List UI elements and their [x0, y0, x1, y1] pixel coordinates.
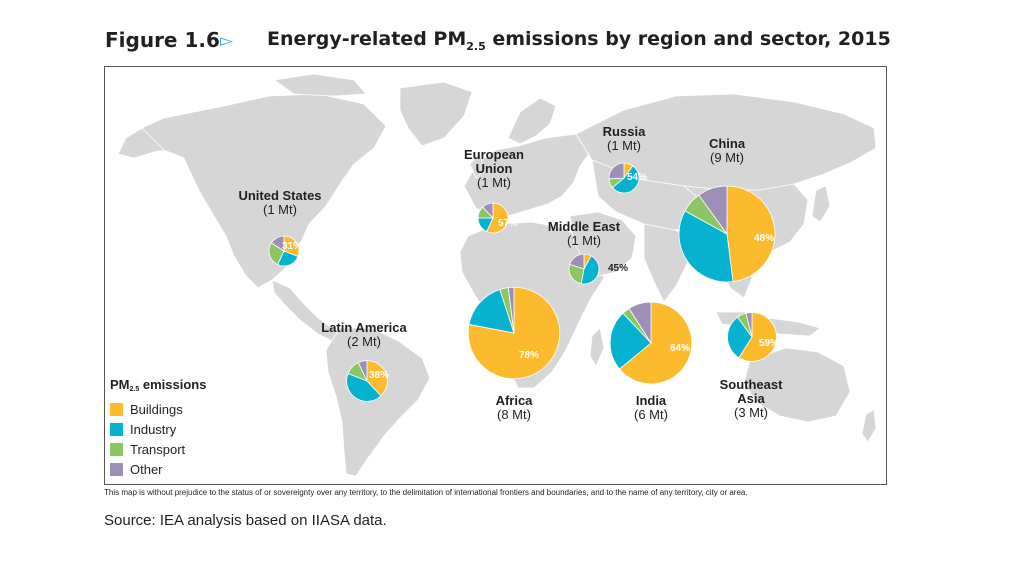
pie-percent-label-russia: 54% [627, 172, 647, 183]
legend-swatch-industry [110, 423, 123, 436]
title-subscript: 2.5 [466, 39, 486, 53]
region-name-china: China [709, 136, 746, 151]
australia-shape [743, 347, 851, 423]
alaska-shape [117, 127, 165, 159]
region-name-india: India [636, 393, 667, 408]
pie-charts-layer: 31%United States(1 Mt)57%EuropeanUnion(1… [238, 124, 783, 422]
pie-slice-latin-america-other [357, 360, 368, 382]
uk-shape [469, 153, 485, 179]
pie-slice-united-states-other [270, 235, 285, 252]
legend-label-industry: Industry [130, 422, 177, 437]
pie-slice-india-industry [609, 312, 652, 370]
pie-slice-european-union-buildings [486, 202, 509, 234]
pie-slice-china-other [698, 185, 728, 236]
region-total-china: (9 Mt) [710, 150, 744, 165]
region-name-united-states: United States [238, 188, 321, 203]
pie-percent-label-china: 48% [754, 233, 774, 244]
legend-title-part-2: emissions [139, 377, 206, 392]
new-zealand-shape [861, 409, 877, 443]
legend-label-other: Other [130, 462, 163, 477]
pie-united-states: 31% United States(1 Mt) [238, 188, 322, 267]
region-total-india: (6 Mt) [634, 407, 668, 422]
region-total-russia: (1 Mt) [607, 138, 641, 153]
pie-percent-label-european-union: 57% [498, 218, 518, 229]
greenland-shape [399, 81, 473, 147]
legend-title-subscript: 2.5 [130, 386, 140, 393]
region-total-africa: (8 Mt) [497, 407, 531, 422]
chart-title: Energy-related PM2.5 emissions by region… [267, 28, 891, 53]
pie-percent-label-latin-america: 38% [369, 370, 389, 381]
figure-label: Figure 1.6 [105, 28, 220, 52]
pie-slice-latin-america-industry [346, 372, 382, 402]
region-total-latin-america: (2 Mt) [347, 334, 381, 349]
region-total-southeast-asia: (3 Mt) [734, 405, 768, 420]
legend-swatch-other [110, 463, 123, 476]
title-part-1: Energy-related PM [267, 28, 467, 50]
legend-swatch-transport [110, 443, 123, 456]
pie-percent-label-africa: 78% [519, 350, 539, 361]
pie-slice-united-states-buildings [283, 235, 300, 258]
world-map-chart: 31%United States(1 Mt)57%EuropeanUnion(1… [110, 73, 877, 477]
scandinavia-shape [507, 97, 557, 145]
pie-latin-america: 38% Latin America(2 Mt) [321, 320, 408, 402]
legend-title: PM2.5 emissions [110, 377, 206, 393]
pie-slice-china-buildings [726, 185, 776, 283]
pie-russia: 54% Russia(1 Mt) [603, 124, 647, 194]
source-note: Source: IEA analysis based on IIASA data… [104, 512, 387, 529]
pie-slice-india-buildings [618, 301, 693, 385]
region-name-southeast-asia-line-1: Southeast [720, 377, 784, 392]
canadian-arctic-shape [272, 73, 367, 97]
region-name-africa: Africa [496, 393, 534, 408]
pie-slice-southeast-asia-other [745, 312, 753, 338]
legend-title-part-1: PM [110, 377, 130, 392]
pie-india: 64% India(6 Mt) [609, 301, 693, 422]
pie-percent-label-india: 64% [670, 343, 690, 354]
pie-africa: 78% Africa(8 Mt) [467, 286, 561, 422]
region-total-middle-east: (1 Mt) [567, 233, 601, 248]
pie-slice-africa-other [507, 286, 515, 334]
pie-slice-southeast-asia-buildings [738, 312, 777, 362]
region-name-middle-east: Middle East [548, 219, 621, 234]
region-name-southeast-asia-line-2: Asia [737, 391, 765, 406]
legend-label-buildings: Buildings [130, 402, 183, 417]
region-name-latin-america: Latin America [321, 320, 407, 335]
pie-slice-india-other [628, 301, 652, 345]
pie-china: 48% China(9 Mt) [678, 136, 776, 283]
pie-percent-label-southeast-asia: 59% [759, 338, 779, 349]
region-total-european-union: (1 Mt) [477, 175, 511, 190]
legend-swatch-buildings [110, 403, 123, 416]
title-part-2: emissions by region and sector, 2015 [485, 28, 891, 50]
region-name-european-union-line-2: Union [476, 161, 513, 176]
pie-percent-label-united-states: 31% [282, 241, 302, 252]
triangle-right-icon: ▻ [220, 31, 234, 50]
region-name-russia: Russia [603, 124, 646, 139]
madagascar-shape [589, 327, 605, 367]
pie-slice-russia-industry [611, 165, 640, 194]
pie-percent-label-middle-east: 45% [608, 263, 628, 274]
region-total-united-states: (1 Mt) [263, 202, 297, 217]
south-america-shape [325, 327, 431, 477]
map-disclaimer: This map is without prejudice to the sta… [104, 488, 748, 497]
japan-shape [811, 185, 831, 223]
pie-slice-china-industry [678, 210, 734, 283]
region-name-european-union-line-1: European [464, 147, 524, 162]
pie-slice-european-union-other [482, 202, 494, 220]
pie-slice-southeast-asia-industry [727, 316, 753, 359]
legend-label-transport: Transport [130, 442, 186, 457]
pie-slice-russia-other [608, 162, 625, 180]
pie-middle-east: 45% Middle East(1 Mt) [548, 219, 628, 285]
pie-slice-latin-america-buildings [366, 360, 388, 397]
pie-slice-middle-east-industry [580, 255, 600, 285]
legend: PM2.5 emissions Buildings Industry Transpor… [110, 377, 206, 477]
pie-slice-middle-east-other [569, 253, 585, 270]
pie-slice-africa-industry [468, 288, 515, 334]
